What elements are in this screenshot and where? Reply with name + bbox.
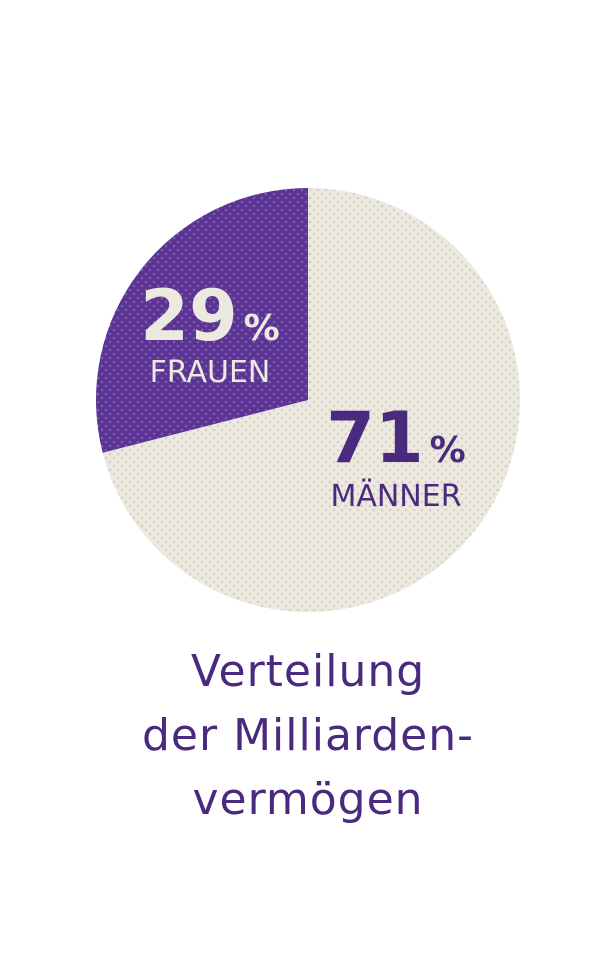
chart-title: Verteilung der Milliarden- vermögen (0, 640, 616, 832)
chart-title-line-1: Verteilung (190, 646, 426, 697)
slice-value-label-männer: 71% (326, 397, 466, 479)
slice-category-label-frauen: FRAUEN (150, 355, 271, 390)
pie-slice-männer (102, 188, 521, 612)
chart-title-line-2: der Milliarden- (142, 710, 474, 761)
slice-category-label-männer: MÄNNER (330, 478, 461, 514)
pie-slice-frauen (95, 188, 308, 453)
chart-title-line-3: vermögen (192, 774, 424, 825)
slice-value-label-frauen: 29% (140, 275, 280, 357)
